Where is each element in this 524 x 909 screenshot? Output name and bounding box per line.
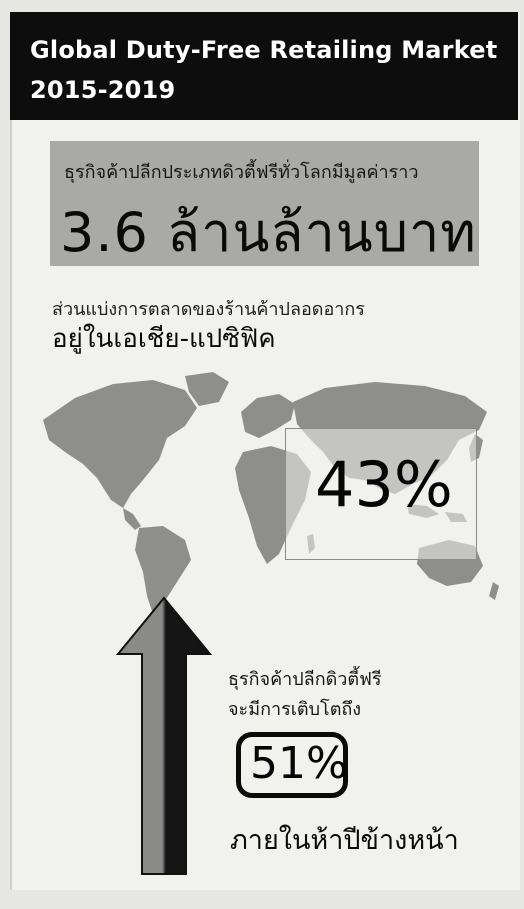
growth-percent: 51%	[250, 738, 348, 789]
up-arrow-icon	[116, 596, 212, 875]
market-share-highlight-box	[285, 428, 477, 560]
market-value-box: ธุรกิจค้าปลีกประเภทดิวตี้ฟรีทั่วโลกมีมูล…	[50, 141, 479, 266]
market-share-region: อยู่ในเอเชีย-แปซิฟิค	[52, 324, 276, 354]
growth-period: ภายในห้าปีข้างหน้า	[230, 825, 459, 856]
growth-caption-line1: ธุรกิจค้าปลีกดิวตี้ฟรี	[228, 669, 382, 690]
market-value-caption: ธุรกิจค้าปลีกประเภทดิวตี้ฟรีทั่วโลกมีมูล…	[64, 162, 419, 183]
market-share-caption: ส่วนแบ่งการตลาดของร้านค้าปลอดอากร	[52, 299, 365, 320]
header-title: Global Duty-Free Retailing Market	[30, 36, 498, 64]
infographic-header: Global Duty-Free Retailing Market 2015-2…	[10, 12, 518, 120]
growth-caption-line2: จะมีการเติบโตถึง	[228, 699, 362, 720]
header-years: 2015-2019	[30, 76, 176, 104]
market-share-percent: 43%	[315, 448, 453, 521]
market-value-amount: 3.6 ล้านล้านบาท	[60, 201, 477, 264]
growth-percent-box	[236, 732, 348, 798]
